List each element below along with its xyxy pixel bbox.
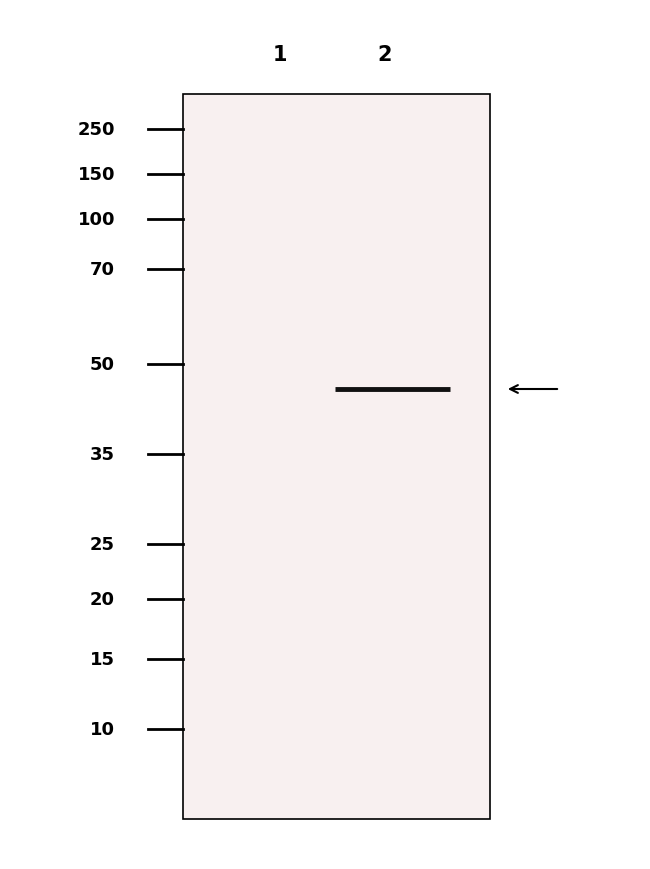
Text: 35: 35 — [90, 446, 115, 463]
Text: 10: 10 — [90, 720, 115, 738]
Text: 100: 100 — [77, 211, 115, 229]
Text: 2: 2 — [378, 45, 392, 65]
Text: 1: 1 — [273, 45, 287, 65]
Text: 15: 15 — [90, 650, 115, 668]
Text: 150: 150 — [77, 166, 115, 183]
Text: 50: 50 — [90, 355, 115, 374]
Bar — [183, 95, 490, 819]
Text: 70: 70 — [90, 261, 115, 279]
Text: 25: 25 — [90, 535, 115, 554]
Text: 20: 20 — [90, 590, 115, 608]
Text: 250: 250 — [77, 121, 115, 139]
